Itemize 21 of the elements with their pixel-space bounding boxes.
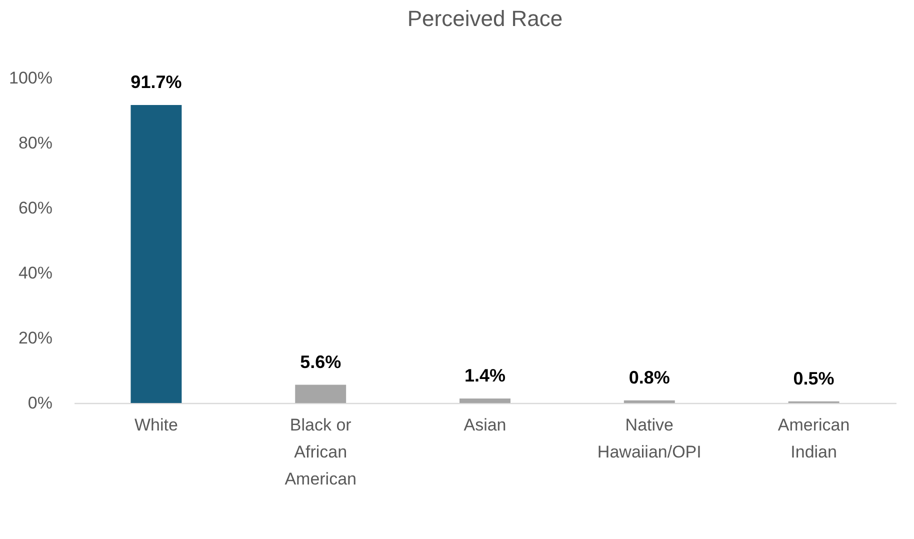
x-tick-label: American Indian [778,416,850,462]
y-tick-label: 40% [18,264,52,282]
y-tick-label: 80% [18,134,52,152]
data-label: 1.4% [464,365,506,386]
y-tick-label: 100% [9,68,52,88]
data-label: 0.5% [793,368,834,388]
x-tick-label: Asian [464,416,506,434]
y-tick-label: 60% [18,198,52,218]
bar [130,104,182,403]
data-label: 0.8% [628,367,670,388]
y-tick-label: 0% [28,394,52,412]
x-tick-label: Native Hawaiian/OPI [597,416,702,462]
bar [295,384,346,403]
data-label: 91.7% [130,72,182,92]
data-label: 5.6% [300,352,342,372]
x-tick-label: White [134,416,178,434]
chart-title: Perceived Race [407,6,563,31]
bar [624,400,675,403]
bar [460,398,510,403]
y-tick-label: 20% [18,328,52,348]
x-tick-label: Black or African American [284,416,357,488]
